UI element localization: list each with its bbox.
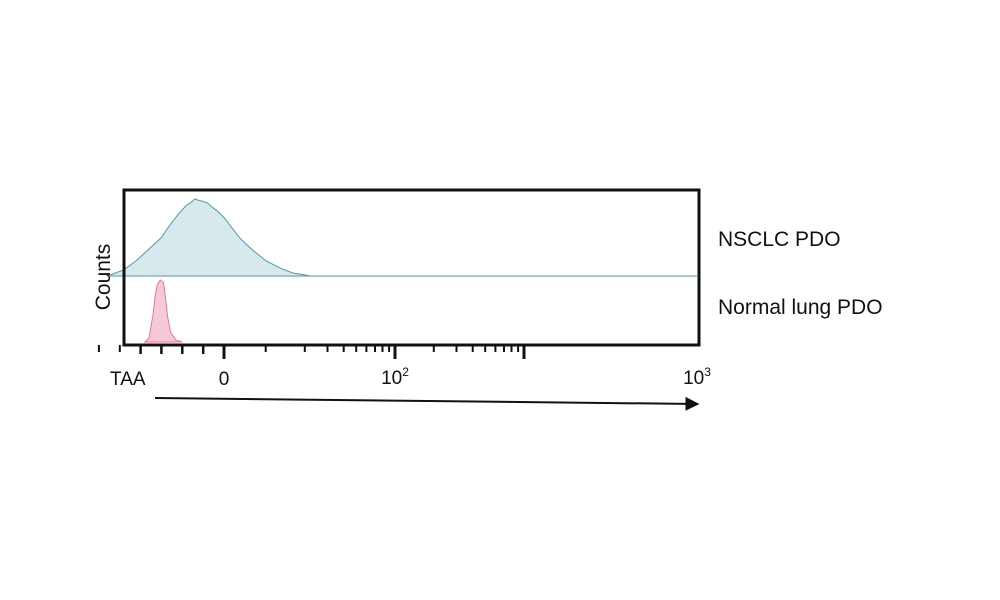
plot-frame <box>122 188 701 347</box>
histogram-area-0 <box>107 198 311 277</box>
x-tick-label-100: 102 <box>381 365 409 389</box>
x-axis-label: TAA <box>110 369 146 390</box>
histogram-area-1 <box>143 279 183 343</box>
series-label-normal-lung: Normal lung PDO <box>718 296 883 319</box>
series-label-nsclc: NSCLC PDO <box>718 228 841 251</box>
x-tick-label-0: 0 <box>219 369 230 390</box>
x-axis-ticks <box>97 345 526 359</box>
x-tick-label-1000: 103 <box>683 365 711 389</box>
y-axis-label: Counts <box>92 244 115 311</box>
series-layer <box>107 198 697 343</box>
x-axis-arrow <box>154 396 700 411</box>
